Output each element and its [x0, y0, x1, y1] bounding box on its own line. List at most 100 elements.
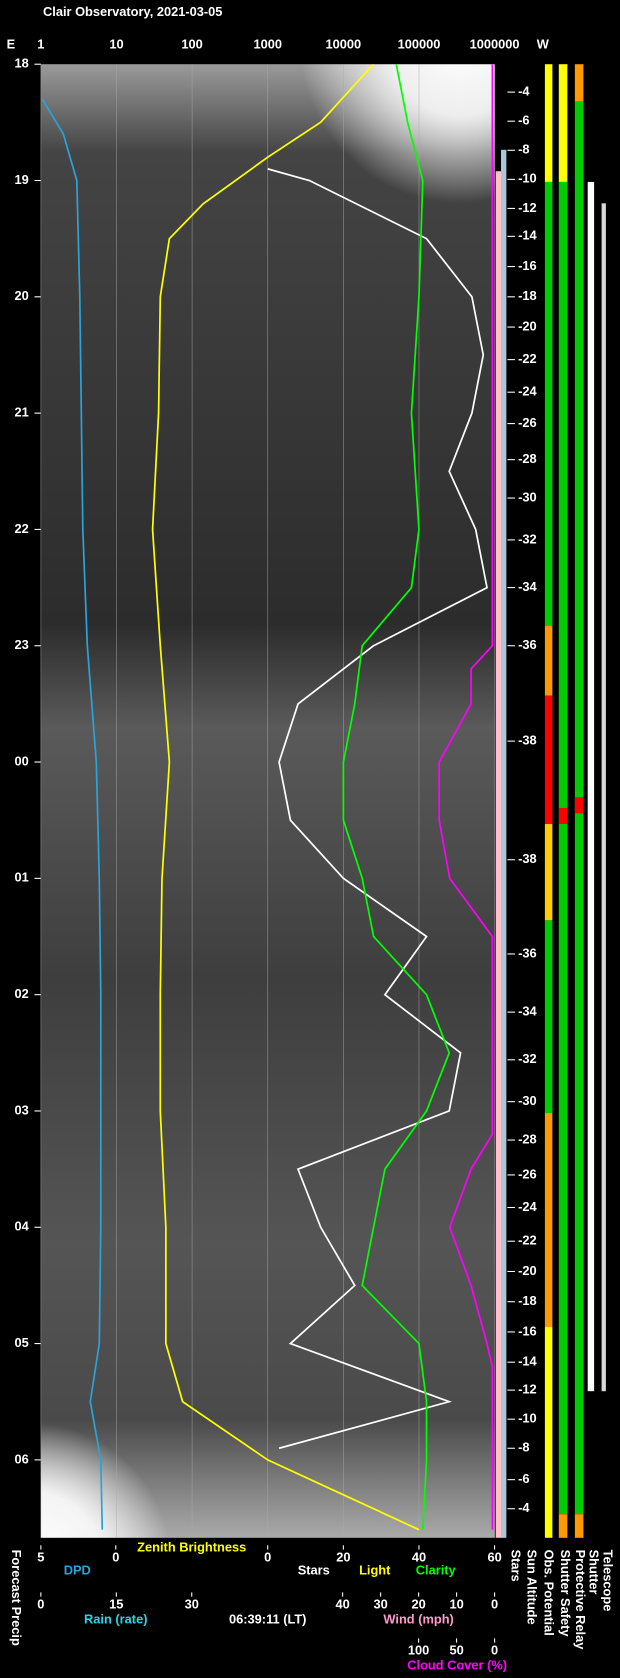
sun-altitude-label: -36: [518, 945, 537, 960]
y-tick-label: 01: [14, 870, 28, 885]
x-tick-label: 10: [449, 1597, 463, 1612]
y-tick-label: 21: [14, 405, 28, 420]
x-tick-label: 100000: [398, 36, 441, 51]
shutter-safety: [558, 181, 568, 1515]
series-label: Cloud Cover (%): [407, 1658, 507, 1673]
x-tick-label: 20: [411, 1597, 425, 1612]
chart-title: Clair Observatory, 2021-03-05: [43, 4, 222, 19]
series-label: Zenith Brightness: [137, 1539, 247, 1555]
sun-altitude-label: -14: [518, 1354, 537, 1369]
series-label: Stars: [298, 1562, 330, 1577]
rain-label: Rain (rate): [84, 1612, 147, 1627]
x-tick-label: 10000: [326, 36, 362, 51]
series-label: Clarity: [416, 1562, 457, 1577]
x-tick-label: 1: [37, 36, 44, 51]
x-tick-label: 0: [37, 1597, 44, 1612]
y-tick-label: 05: [14, 1335, 28, 1350]
east-label: E: [7, 36, 16, 51]
y-tick-label: 00: [14, 753, 28, 768]
obs-potential: [544, 1326, 553, 1538]
series-line: [438, 64, 494, 1530]
sun-altitude-label: -30: [518, 1093, 537, 1108]
sun-altitude-label: -10: [518, 1411, 537, 1426]
series-line: [267, 168, 488, 1450]
shutter-safety: [558, 64, 568, 182]
x-tick-label: 0: [112, 1550, 119, 1565]
sun-altitude-label: -32: [518, 531, 537, 546]
x-tick-label: 30: [373, 1597, 387, 1612]
sun-altitude-label: -16: [518, 1323, 537, 1338]
protective-relay: [574, 64, 584, 102]
sun-altitude-label: -16: [518, 258, 537, 273]
series-label: DPD: [64, 1562, 91, 1577]
y-tick-label: 18: [14, 56, 28, 71]
x-tick-label: 5: [37, 1550, 44, 1565]
sun-altitude-label: -26: [518, 415, 537, 430]
obs-potential: [544, 181, 553, 627]
sun-altitude-label: -12: [518, 1381, 537, 1396]
series-line: [41, 98, 104, 1530]
y-tick-label: 03: [14, 1102, 28, 1117]
obs-potential: [544, 1112, 553, 1327]
sun-altitude-label: -28: [518, 1131, 537, 1146]
sun-altitude-label: -38: [518, 733, 537, 748]
telescope: [601, 203, 606, 1392]
sun-altitude-label: -12: [518, 200, 537, 215]
obs-potential: [544, 695, 553, 825]
protective-relay: [574, 797, 584, 814]
wind-label: Wind (mph): [383, 1612, 453, 1627]
x-tick-label: 50: [449, 1643, 463, 1658]
sun-altitude-label: -22: [518, 351, 537, 366]
sun-altitude-label: -20: [518, 1263, 537, 1278]
vertical-label: Sun Altitude: [525, 1550, 540, 1625]
time-label: 06:39:11 (LT): [229, 1612, 306, 1627]
sun-altitude-label: -28: [518, 451, 537, 466]
vertical-label: Shutter Safety: [558, 1550, 573, 1638]
shutter: [587, 181, 595, 1392]
x-tick-label: 40: [412, 1550, 426, 1565]
x-tick-label: 20: [336, 1550, 350, 1565]
x-tick-label: 40: [335, 1597, 349, 1612]
sun-altitude-label: -34: [518, 1003, 537, 1018]
sun-altitude-label: -38: [518, 851, 537, 866]
x-tick-label: 100: [181, 36, 202, 51]
vertical-label: Stars: [509, 1550, 524, 1582]
vertical-label: Protective Relay: [573, 1550, 588, 1651]
series-line: [342, 64, 451, 1530]
vertical-label: Shutter: [587, 1550, 602, 1595]
vertical-label: Forecast Precip: [9, 1550, 24, 1646]
sun-altitude-label: -4: [518, 1500, 530, 1515]
y-tick-label: 20: [14, 288, 28, 303]
sun-altitude-label: -18: [518, 288, 537, 303]
x-tick-label: 0: [491, 1597, 498, 1612]
x-tick-label: 1000: [253, 36, 282, 51]
y-tick-label: 06: [14, 1451, 28, 1466]
sun-altitude-label: -24: [518, 384, 537, 399]
y-tick-label: 23: [14, 637, 28, 652]
sun-altitude-label: -24: [518, 1199, 537, 1214]
x-tick-label: 0: [491, 1643, 498, 1658]
vertical-label: Telescope: [601, 1550, 616, 1612]
y-tick-label: 02: [14, 986, 28, 1001]
sun-altitude-label: -14: [518, 228, 537, 243]
sun-altitude-label: -8: [518, 142, 529, 157]
sun-altitude-label: -32: [518, 1051, 537, 1066]
x-tick-label: 10: [109, 36, 123, 51]
y-tick-label: 19: [14, 172, 28, 187]
x-tick-label: 30: [185, 1597, 199, 1612]
y-tick-label: 22: [14, 521, 28, 536]
light-label: Light: [359, 1562, 391, 1577]
sun-altitude-label: -22: [518, 1233, 537, 1248]
x-tick-label: 60: [487, 1550, 501, 1565]
sun-strip: [501, 149, 507, 1538]
shutter-safety: [558, 1514, 568, 1538]
series-line: [151, 64, 420, 1531]
shutter-safety: [558, 807, 568, 825]
protective-relay: [574, 1514, 584, 1538]
sun-altitude-label: -36: [518, 637, 537, 652]
sun-altitude-label: -34: [518, 579, 537, 594]
sun-altitude-label: -18: [518, 1293, 537, 1308]
series-label-box: Zenith Brightness: [137, 1539, 247, 1555]
sun-altitude-label: -10: [518, 171, 537, 186]
